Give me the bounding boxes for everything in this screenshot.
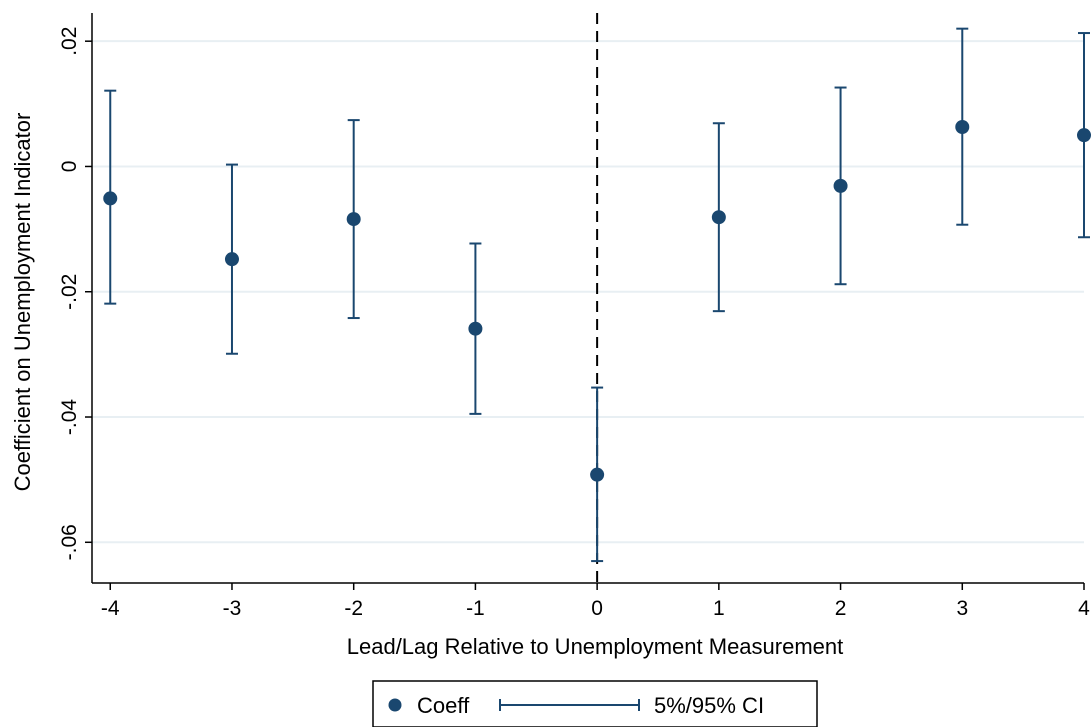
x-tick-label: 1 <box>713 597 725 620</box>
y-tick-label: 0 <box>58 161 81 173</box>
coeff-point <box>346 212 361 227</box>
coeff-point <box>833 178 848 193</box>
x-tick-label: -2 <box>344 597 363 620</box>
x-tick-label: -1 <box>466 597 485 620</box>
axes <box>85 13 1085 590</box>
legend-coeff-marker <box>388 698 402 712</box>
x-tick-label: -3 <box>223 597 242 620</box>
coeff-point <box>468 321 483 336</box>
coeff-point <box>955 120 970 134</box>
x-tick-label: 4 <box>1078 597 1090 620</box>
tick-labels: .02 0 -.02 -.04 -.06 -4 -3 -2 -1 0 1 2 3 4 <box>58 27 1090 620</box>
coeff-point <box>590 467 605 482</box>
x-tick-label: 3 <box>956 597 968 620</box>
x-tick-label: 0 <box>591 597 603 620</box>
y-tick-label: -.04 <box>58 399 81 436</box>
x-tick-label: -4 <box>101 597 120 620</box>
y-tick-label: -.02 <box>58 274 81 310</box>
y-tick-label: -.06 <box>58 524 81 560</box>
legend-coeff-label: Coeff <box>417 693 470 718</box>
coefficient-points <box>103 120 1091 482</box>
x-tick-label: 2 <box>835 597 847 620</box>
coeff-point <box>103 191 118 206</box>
x-axis-title: Lead/Lag Relative to Unemployment Measur… <box>347 634 844 659</box>
coeff-point <box>224 252 239 267</box>
legend: Coeff 5%/95% CI <box>372 680 818 727</box>
coeff-point <box>1077 128 1091 143</box>
coeff-point <box>711 210 726 225</box>
legend-ci-label: 5%/95% CI <box>654 693 764 718</box>
gridlines <box>92 40 1084 544</box>
y-axis-title: Coefficient on Unemployment Indicator <box>10 113 35 492</box>
y-tick-label: .02 <box>58 27 81 56</box>
